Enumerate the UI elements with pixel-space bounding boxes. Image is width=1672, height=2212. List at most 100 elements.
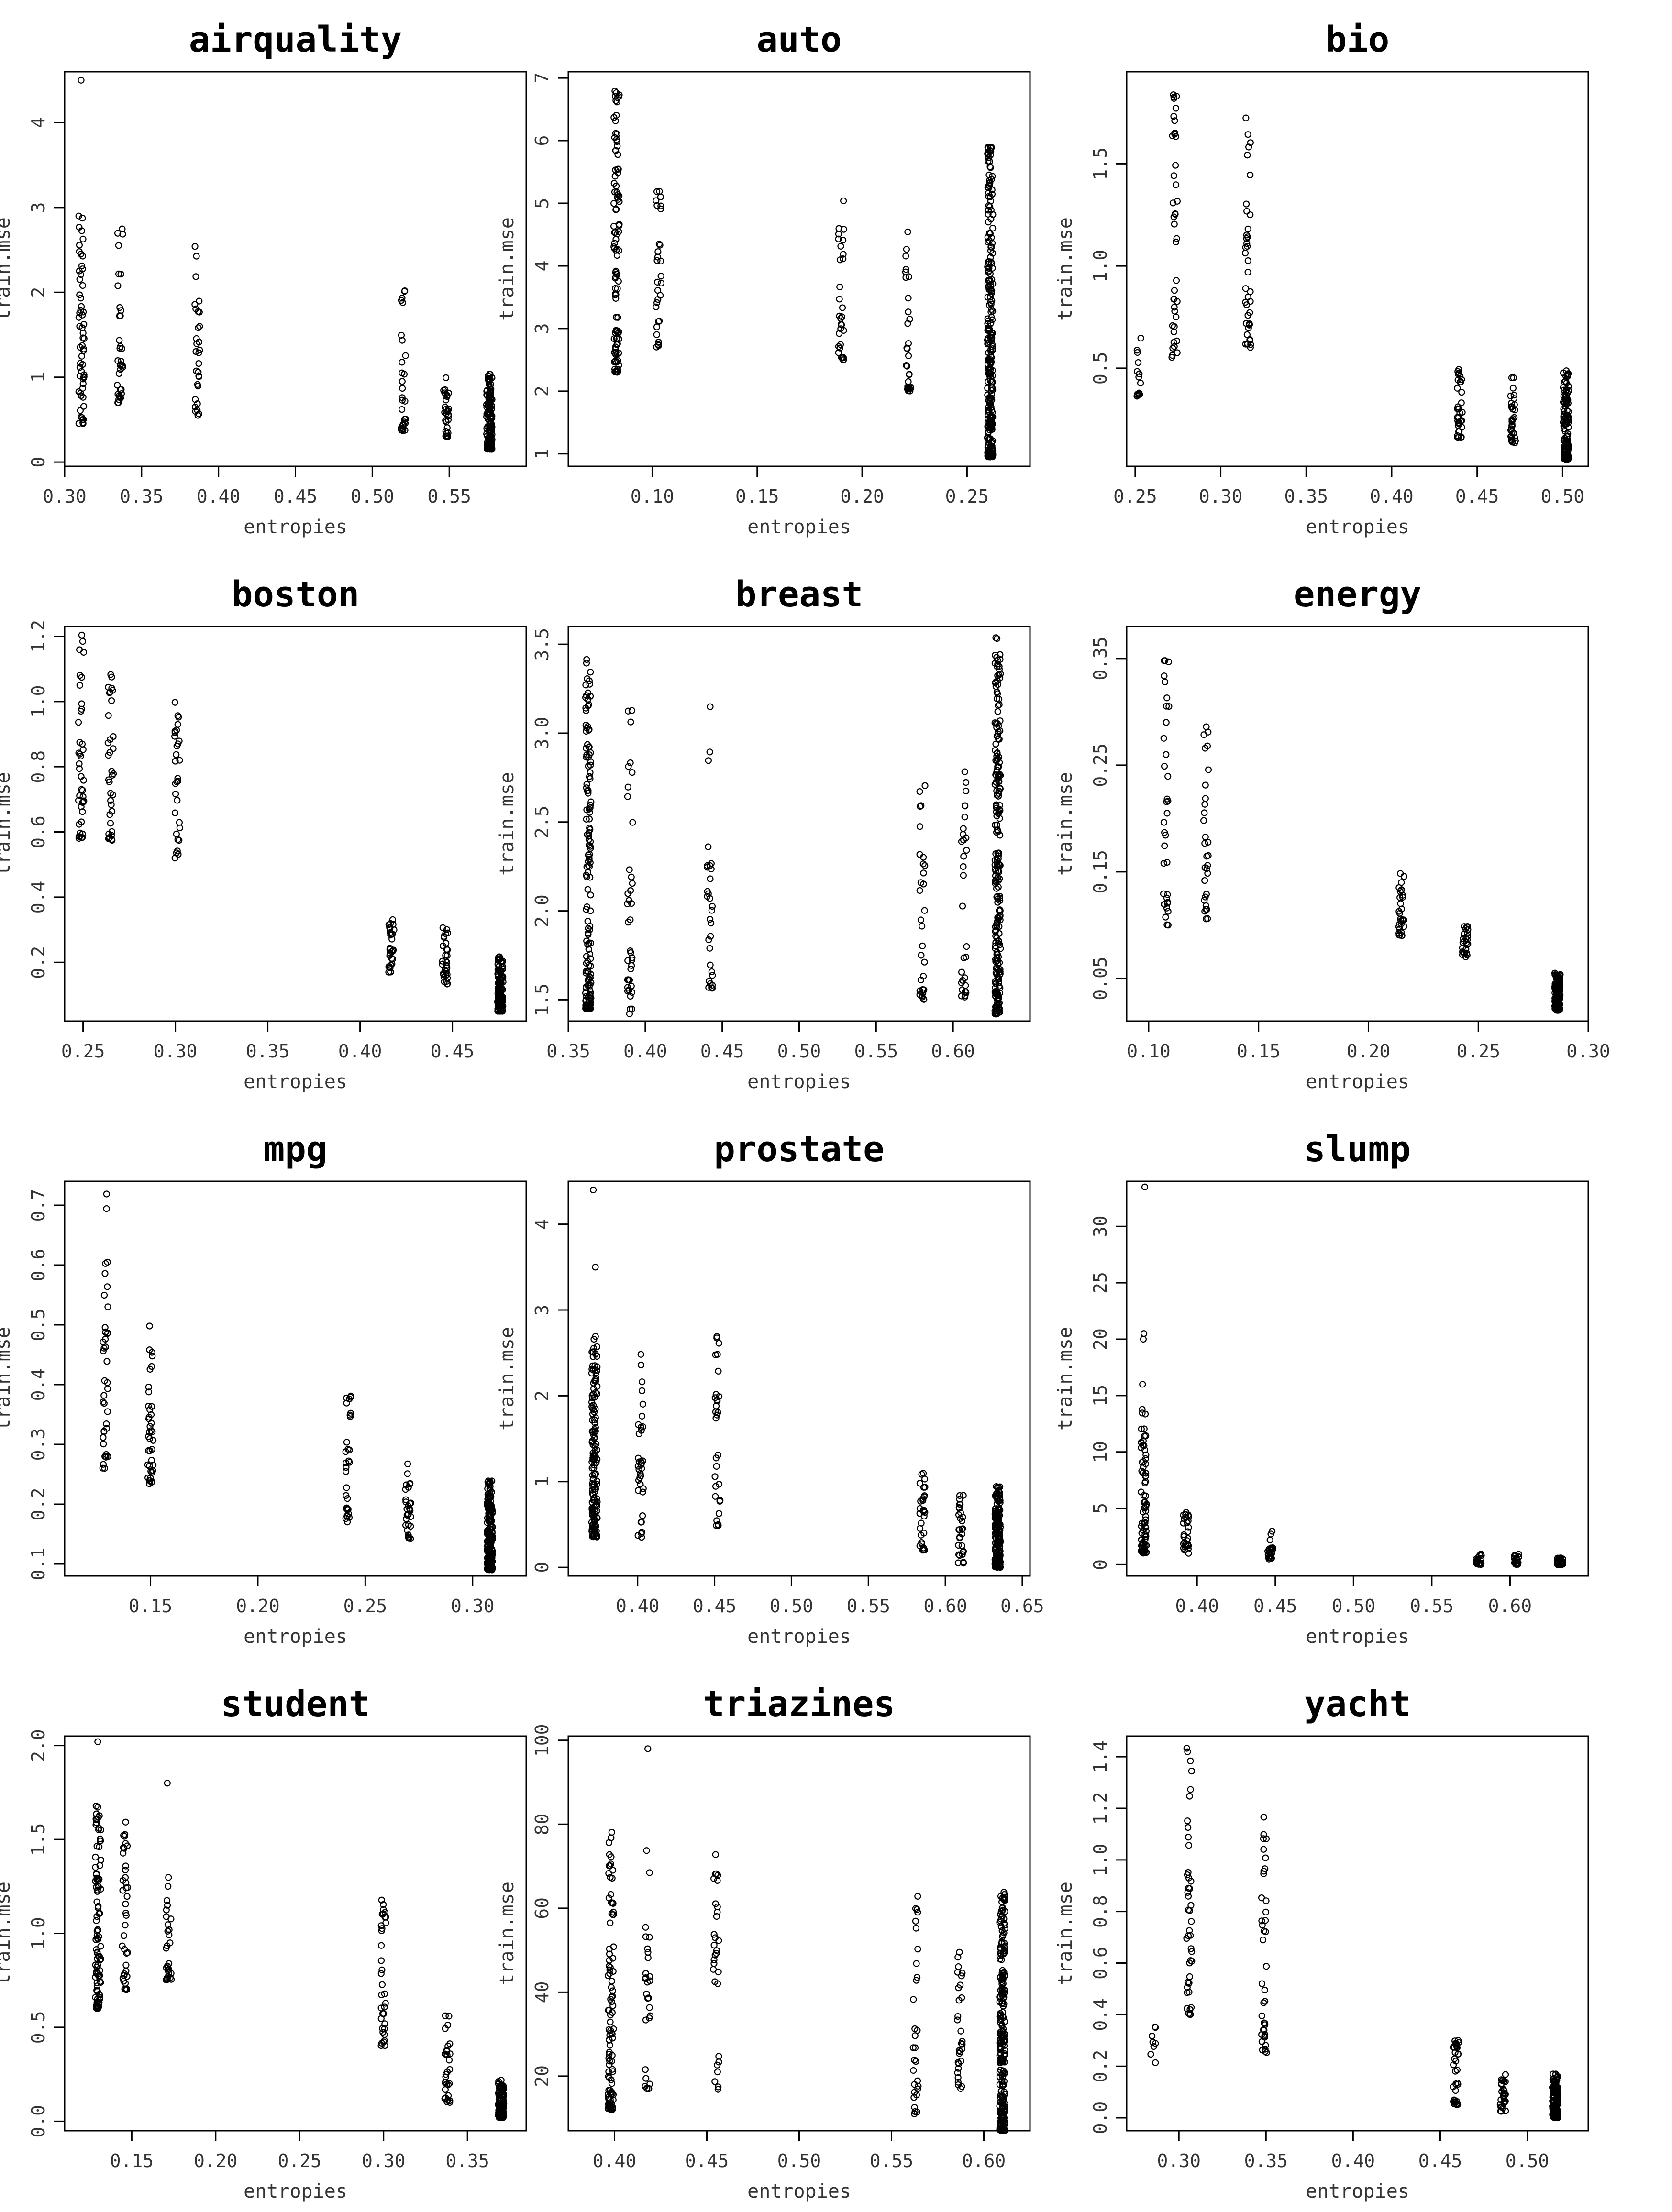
x-tick-label: 0.65 — [1000, 1596, 1044, 1617]
chart-title: slump — [1304, 1129, 1411, 1170]
data-point — [591, 1416, 598, 1424]
data-point — [996, 663, 1003, 670]
data-point — [584, 930, 592, 937]
point-cluster — [119, 1818, 131, 1993]
data-point — [1169, 344, 1176, 352]
data-point — [76, 765, 83, 772]
data-point — [997, 785, 1004, 792]
data-point — [1564, 414, 1571, 421]
data-point — [591, 1486, 598, 1493]
data-point — [173, 751, 180, 758]
data-point — [586, 950, 593, 957]
x-tick-label: 0.40 — [616, 1596, 660, 1617]
data-point — [79, 394, 87, 401]
data-point — [1162, 832, 1169, 839]
data-point — [712, 1391, 720, 1398]
data-point — [611, 358, 618, 365]
data-point — [916, 788, 923, 795]
data-point — [959, 902, 966, 910]
data-point — [591, 1497, 598, 1504]
data-point — [1172, 210, 1179, 218]
data-point — [614, 357, 621, 364]
data-point — [839, 304, 846, 311]
data-point — [709, 902, 716, 910]
data-point — [589, 1472, 596, 1479]
data-point — [79, 214, 86, 222]
data-point — [708, 984, 715, 991]
data-point — [1163, 894, 1171, 902]
x-axis-label: entropies — [244, 2180, 347, 2202]
data-point — [616, 198, 623, 205]
data-point — [612, 93, 619, 100]
data-point — [995, 849, 1002, 857]
data-point — [609, 1867, 617, 1874]
data-point — [76, 750, 83, 758]
data-point — [905, 308, 912, 316]
data-point — [584, 675, 591, 682]
data-point — [165, 1883, 172, 1890]
data-point — [836, 283, 843, 291]
data-point — [989, 347, 996, 354]
data-point — [97, 1943, 104, 1950]
data-point — [345, 1514, 353, 1521]
data-point — [984, 320, 991, 327]
data-point — [1242, 285, 1249, 292]
data-point — [637, 1361, 645, 1369]
data-point — [107, 797, 114, 804]
data-point — [654, 278, 661, 286]
data-point — [387, 950, 394, 957]
point-cluster — [954, 1948, 966, 2092]
data-point — [149, 1353, 156, 1360]
data-point — [705, 757, 712, 764]
data-point — [910, 1996, 917, 2003]
y-tick-label: 10 — [1090, 1441, 1111, 1463]
data-point — [343, 1484, 350, 1491]
data-point — [1164, 900, 1171, 907]
data-point — [1200, 817, 1207, 824]
data-point — [717, 1497, 724, 1504]
data-point — [614, 194, 621, 201]
data-point — [192, 273, 199, 280]
point-cluster — [114, 225, 126, 407]
point-cluster — [163, 1780, 175, 1983]
data-point — [76, 671, 84, 679]
data-point — [1161, 672, 1168, 680]
data-point — [78, 803, 85, 811]
data-point — [145, 1402, 152, 1410]
data-point — [1164, 922, 1172, 929]
data-point — [405, 1511, 412, 1518]
point-cluster — [996, 1889, 1008, 2135]
data-point — [115, 270, 122, 277]
x-tick-label: 0.20 — [840, 486, 884, 507]
chart-title: energy — [1294, 574, 1421, 615]
data-point — [117, 271, 124, 278]
data-point — [486, 375, 493, 383]
data-point — [587, 955, 594, 962]
data-point — [956, 1496, 963, 1503]
data-point — [343, 1464, 350, 1471]
data-point — [1266, 1536, 1273, 1544]
data-point — [1262, 1854, 1269, 1861]
data-point — [164, 1927, 171, 1935]
data-point — [984, 443, 991, 451]
data-point — [920, 1508, 927, 1515]
data-point — [1399, 893, 1406, 901]
data-point — [1171, 117, 1178, 124]
y-axis-label: train.mse — [1054, 1882, 1076, 1985]
y-tick-label: 5 — [1090, 1503, 1111, 1514]
data-point — [106, 811, 113, 818]
data-point — [583, 984, 590, 991]
data-point — [919, 1470, 927, 1477]
data-point — [116, 304, 123, 311]
data-point — [638, 1530, 645, 1537]
data-point — [345, 1457, 353, 1464]
data-point — [439, 957, 446, 965]
x-tick-label: 0.40 — [1175, 1596, 1219, 1617]
data-point — [487, 424, 494, 431]
data-point — [1172, 238, 1180, 245]
data-point — [1560, 370, 1567, 377]
data-point — [1561, 393, 1569, 400]
data-point — [708, 907, 715, 914]
point-cluster — [624, 707, 636, 1017]
